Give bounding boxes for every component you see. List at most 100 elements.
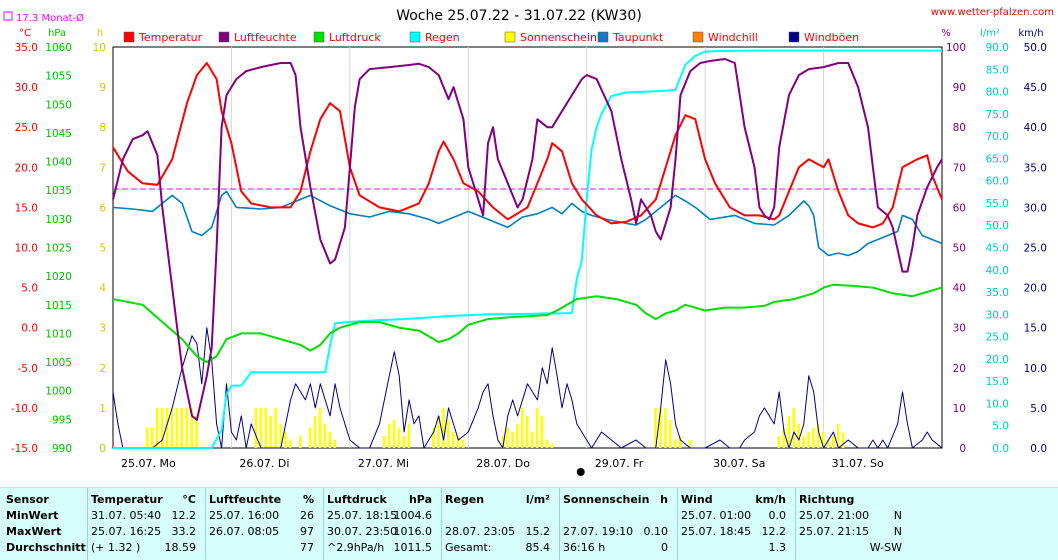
stats-cell-value: N: [893, 509, 902, 522]
stats-header: Richtung: [799, 493, 855, 506]
sunshine-bar: [432, 427, 435, 448]
site-link[interactable]: www.wetter-pfalzen.com: [931, 7, 1054, 18]
stats-cell-value: 1011.5: [393, 541, 433, 554]
x-tick-label: 25.07. Mo: [121, 457, 176, 470]
stats-cell-time: 25.07. 18:15: [327, 509, 398, 522]
stats-cell-value: N: [893, 525, 902, 538]
tick-label-rain: 80.0: [986, 87, 1009, 99]
sunshine-bar: [190, 407, 193, 448]
series-line-luftfeuchte: [112, 58, 943, 421]
sunshine-bar: [688, 439, 692, 448]
stats-cell-time: 25.07. 01:00: [681, 509, 752, 522]
stats-cell-time: 25.07. 18:45: [681, 525, 752, 538]
sunshine-bar: [195, 415, 198, 448]
stats-cell-time: 30.07. 23:50: [327, 525, 398, 538]
tick-label-wind: 25.0: [1024, 243, 1047, 255]
sunshine-bar: [284, 431, 287, 448]
tick-label-pressure: 990: [52, 443, 72, 455]
stats-cell-value: 0: [661, 541, 668, 554]
sunshine-bar: [328, 431, 332, 448]
tick-label-sunshine: 8: [99, 122, 106, 134]
sunshine-bar: [540, 415, 544, 448]
x-tick-label: 31.07. So: [832, 457, 884, 470]
sunshine-bar: [274, 407, 277, 448]
tick-label-rain: 90.0: [986, 42, 1009, 54]
sunshine-bar: [461, 439, 465, 448]
sunshine-bar: [674, 439, 677, 448]
sunshine-bar: [333, 439, 337, 448]
tick-label-temp: 15.0: [15, 202, 38, 214]
tick-label-humidity: 60: [953, 202, 966, 214]
tick-label-rain: 75.0: [986, 109, 1009, 121]
stats-cell-value: 15.2: [525, 525, 551, 538]
stats-unit: hPa: [408, 493, 432, 506]
axis-unit-temp: °C: [19, 28, 31, 39]
series-line-taupunkt: [112, 190, 943, 257]
sunshine-bar: [165, 407, 169, 448]
tick-label-sunshine: 5: [99, 243, 106, 255]
legend-label: Taupunkt: [612, 31, 664, 44]
tick-label-wind: 5.0: [1030, 403, 1047, 415]
tick-label-temp: 10.0: [15, 243, 38, 255]
sunshine-bar: [150, 427, 154, 448]
stats-cell-time: ^2.9hPa/h: [327, 541, 385, 554]
tick-label-pressure: 995: [52, 414, 72, 426]
tick-label-humidity: 50: [953, 243, 966, 255]
tick-label-pressure: 1005: [45, 357, 72, 369]
stats-unit: h: [660, 493, 668, 506]
tick-label-rain: 10.0: [986, 398, 1009, 410]
sunshine-bar: [550, 443, 554, 448]
legend-label: Windchill: [708, 31, 758, 44]
tick-label-pressure: 1055: [45, 71, 72, 83]
tick-label-rain: 50.0: [986, 220, 1009, 232]
stats-cell-time: 26.07. 08:05: [209, 525, 280, 538]
stats-header: Temperatur: [91, 493, 163, 506]
time-marker-icon: [576, 468, 585, 476]
x-tick-label: 28.07. Do: [476, 457, 530, 470]
tick-label-rain: 55.0: [986, 198, 1009, 210]
month-avg-marker: [3, 11, 13, 21]
sunshine-bar: [516, 423, 519, 448]
stats-cell-time: 25.07. 21:00: [799, 509, 870, 522]
stats-column-luftdruck: Luftdruck hPa 25.07. 18:15 1004.6 30.07. 23:…: [323, 488, 438, 560]
sunshine-bar: [654, 407, 657, 448]
tick-label-rain: 5.0: [992, 421, 1009, 433]
legend-swatch: [692, 31, 704, 43]
tick-label-sunshine: 4: [99, 283, 106, 295]
sunshine-bar: [501, 435, 504, 448]
axis-unit-humidity: %: [941, 28, 951, 39]
tick-label-temp: -5.0: [18, 363, 39, 375]
legend-swatch: [597, 31, 609, 43]
tick-label-pressure: 1030: [45, 214, 72, 226]
sunshine-bar: [526, 415, 529, 448]
tick-label-humidity: 90: [953, 82, 966, 94]
tick-label-sunshine: 2: [99, 363, 106, 375]
stats-cell-time: 25.07. 16:25: [91, 525, 162, 538]
tick-label-pressure: 1035: [45, 185, 72, 197]
stats-column-luftfeuchte: Luftfeuchte% 25.07. 16:00 26 26.07. 08:05 97…: [205, 488, 320, 560]
plot-frame: [112, 46, 943, 449]
stats-header: Sonnenschein: [563, 493, 650, 506]
sunshine-bar: [146, 427, 149, 448]
sunshine-bar: [155, 407, 159, 448]
axis-unit-rain: l/m²: [980, 28, 1000, 39]
legend-label: Luftdruck: [329, 31, 381, 44]
tick-label-sunshine: 6: [99, 202, 106, 214]
sunshine-bar: [313, 415, 317, 448]
tick-label-pressure: 1060: [45, 42, 72, 54]
sunshine-bar: [382, 435, 386, 448]
stats-cell-time: 36:16 h: [563, 541, 606, 554]
tick-label-temp: 35.0: [15, 42, 38, 54]
sunshine-bar: [787, 415, 791, 448]
tick-label-wind: 0.0: [1030, 443, 1047, 455]
stats-unit: %: [302, 493, 314, 506]
sunshine-bar: [664, 407, 667, 448]
legend-swatch: [788, 31, 800, 43]
sunshine-bar: [323, 423, 327, 448]
stats-header: Regen: [445, 493, 485, 506]
sunshine-bar: [451, 431, 455, 448]
sunshine-bar: [807, 431, 810, 448]
chart-title: Woche 25.07.22 - 31.07.22 (KW30): [396, 8, 642, 24]
sunshine-bar: [797, 423, 800, 448]
sunshine-bar: [456, 435, 460, 448]
